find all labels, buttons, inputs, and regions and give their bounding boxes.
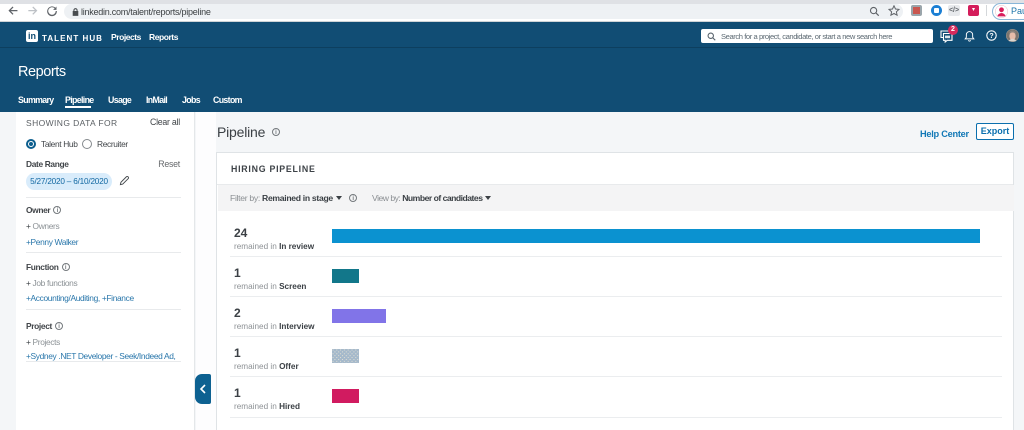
- svg-text:?: ?: [989, 33, 993, 40]
